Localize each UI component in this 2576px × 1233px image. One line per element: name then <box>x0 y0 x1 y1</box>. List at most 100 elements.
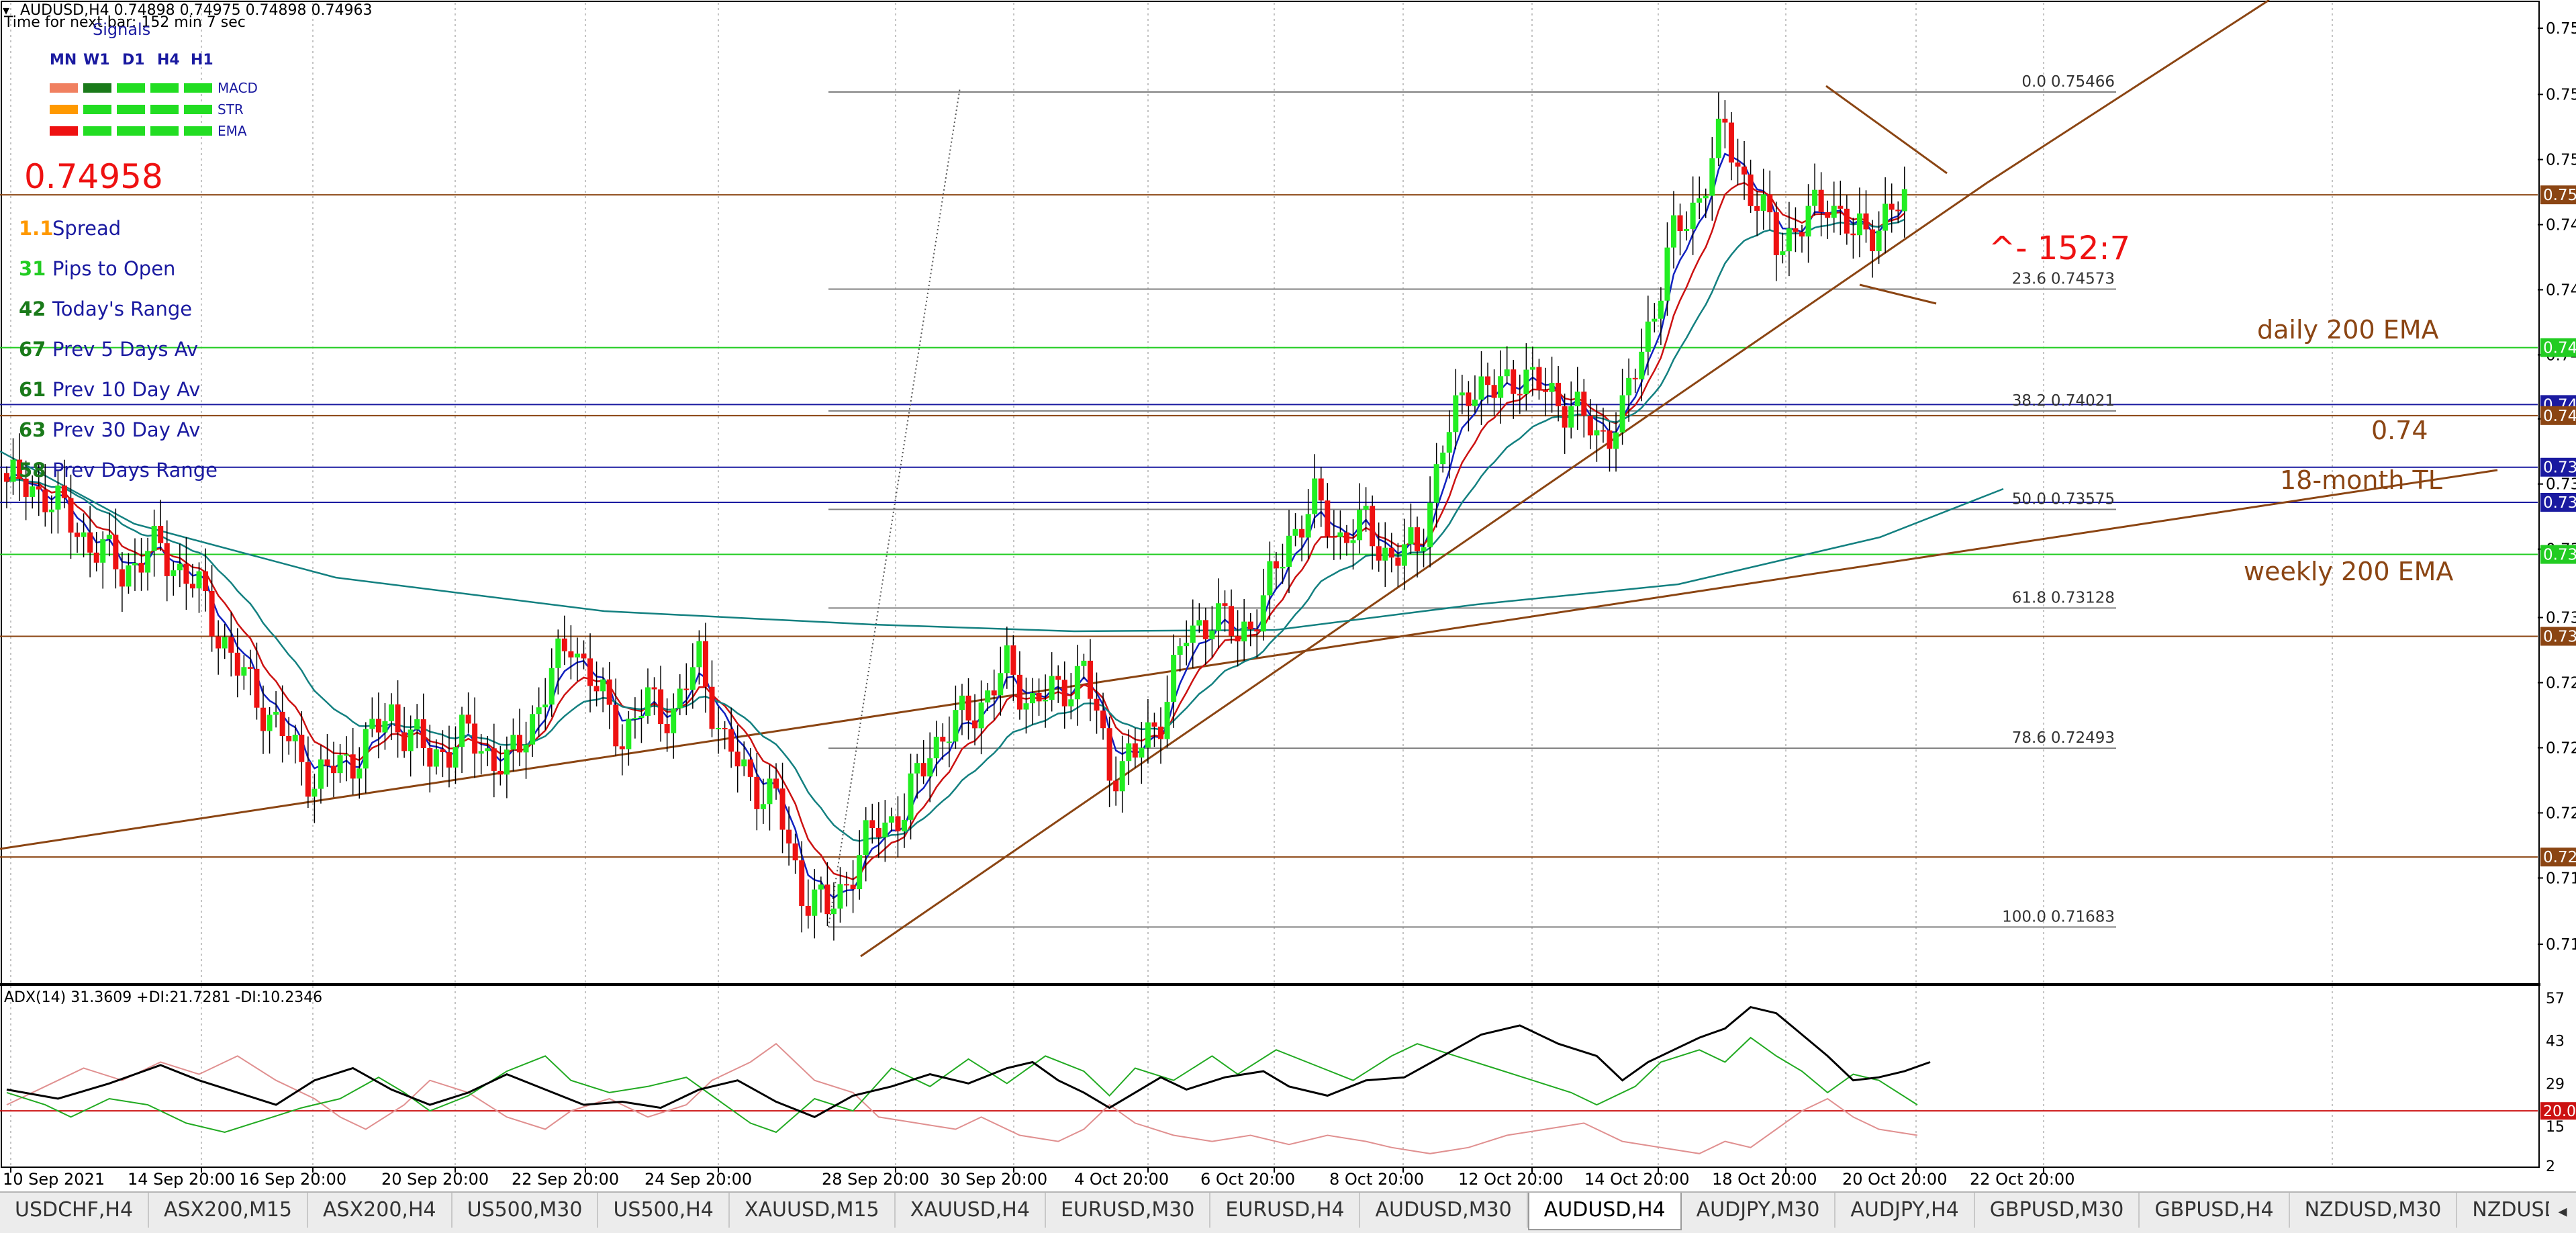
tab-us500-h4[interactable]: US500,H4 <box>598 1193 730 1228</box>
candle-body <box>786 829 792 843</box>
tab-scroll-left-icon[interactable]: ◂ <box>2549 1193 2576 1230</box>
candle-body <box>1229 606 1235 637</box>
level-badge-text: 0.73766 <box>2543 459 2576 477</box>
candle-body <box>1760 194 1766 211</box>
adx-level-badge-text: 20.0000 <box>2543 1103 2576 1120</box>
candle-body <box>1126 743 1132 762</box>
tab-audjpy-m30[interactable]: AUDJPY,M30 <box>1682 1193 1836 1228</box>
candle-body <box>716 727 722 729</box>
candle-body <box>145 551 151 573</box>
tab-eurusd-m30[interactable]: EURUSD,M30 <box>1046 1193 1211 1228</box>
candle-body <box>914 763 920 774</box>
candle-body <box>1709 158 1715 196</box>
candle-body <box>55 485 61 510</box>
signal-timeframe-label: W1 <box>83 52 110 68</box>
candle-body <box>888 816 894 823</box>
fib-ratio-label: 0.0 <box>2021 73 2046 91</box>
candle-body <box>1305 514 1311 538</box>
price-chart[interactable]: 0.0 0.75466 23.6 0.74573 38.2 0.74021 50.0 0.73… <box>0 0 2576 1191</box>
candle-body <box>1652 318 1658 322</box>
candle-body <box>1318 478 1324 501</box>
candle-body <box>465 715 471 724</box>
trend-lines[interactable] <box>0 0 2498 958</box>
stat-value: 61 <box>19 378 46 401</box>
candle-body <box>138 563 144 573</box>
signal-cell <box>50 83 78 93</box>
candle-body <box>1196 620 1202 626</box>
candle-body <box>1478 376 1484 400</box>
tab-nzdusd-m30[interactable]: NZDUSD,M30 <box>2290 1193 2458 1228</box>
candle-body <box>1466 392 1472 406</box>
countdown-annotation: ^- 152:7 <box>1989 230 2130 267</box>
candle-body <box>30 486 36 497</box>
candle-body <box>1773 212 1779 255</box>
tab-us500-m30[interactable]: US500,M30 <box>452 1193 599 1228</box>
candle-body <box>933 737 939 759</box>
candle-body <box>824 884 830 915</box>
stat-label: Prev Days Range <box>52 459 218 482</box>
candle-body <box>1504 369 1510 377</box>
tab-xauusd-h4[interactable]: XAUUSD,H4 <box>896 1193 1046 1228</box>
candle-body <box>1805 205 1811 237</box>
candle-body <box>1485 376 1491 385</box>
candle-body <box>1299 529 1305 538</box>
tab-eurusd-h4[interactable]: EURUSD,H4 <box>1210 1193 1361 1228</box>
candle-body <box>1421 547 1427 551</box>
adx-axis-label: 15 <box>2546 1119 2565 1136</box>
candle-body <box>81 532 87 537</box>
tab-asx200-m15[interactable]: ASX200,M15 <box>149 1193 309 1228</box>
candle-body <box>452 747 459 768</box>
stat-label: Pips to Open <box>52 257 175 280</box>
tab-audusd-h4[interactable]: AUDUSD,H4 <box>1527 1193 1682 1230</box>
candle-body <box>1132 743 1138 758</box>
candle-body <box>709 686 715 729</box>
trend-line[interactable] <box>860 181 1988 958</box>
price-axis-label: 0.72495 <box>2546 739 2576 757</box>
candle-body <box>228 637 234 653</box>
next-bar-timer: Time for next bar: 152 min 7 sec <box>3 14 246 31</box>
fibonacci-retracement[interactable]: 0.0 0.75466 23.6 0.74573 38.2 0.74021 50.0 0.73… <box>828 73 2116 928</box>
candle-body <box>728 729 734 752</box>
candle-body <box>1856 213 1862 236</box>
candle-body <box>1600 430 1606 432</box>
signal-cell <box>83 105 111 114</box>
trend-line[interactable] <box>1825 85 1948 175</box>
candle-body <box>517 735 522 753</box>
price-axis-label: 0.71905 <box>2546 870 2576 887</box>
current-price: 0.74958 <box>24 157 163 196</box>
candle-body <box>857 855 863 890</box>
candle-body <box>734 751 741 767</box>
adx-level-badge <box>2540 1102 2576 1120</box>
candle-body <box>651 687 657 690</box>
candle-body <box>273 711 279 715</box>
tab-gbpusd-h4[interactable]: GBPUSD,H4 <box>2140 1193 2290 1228</box>
adx-axis-label: 2 <box>2546 1158 2555 1175</box>
level-badge <box>2540 627 2576 646</box>
candle-body <box>1498 376 1504 398</box>
chart-collapse-icon[interactable]: ▾ <box>3 2 9 18</box>
tab-gbpusd-m30[interactable]: GBPUSD,M30 <box>1975 1193 2140 1228</box>
candle-body <box>1202 620 1208 639</box>
tab-audusd-m30[interactable]: AUDUSD,M30 <box>1360 1193 1528 1228</box>
tab-asx200-h4[interactable]: ASX200,H4 <box>308 1193 452 1228</box>
candle-body <box>234 652 240 676</box>
trend-line[interactable] <box>1859 283 1937 305</box>
candle-body <box>850 884 856 890</box>
candle-body <box>875 828 881 837</box>
time-axis-label: 14 Sep 20:00 <box>128 1170 235 1189</box>
candle-body <box>946 741 952 743</box>
tab-xauusd-m15[interactable]: XAUUSD,M15 <box>730 1193 896 1228</box>
candle-body <box>414 719 420 730</box>
tab-usdchf-h4[interactable]: USDCHF,H4 <box>0 1193 150 1228</box>
tab-audjpy-h4[interactable]: AUDJPY,H4 <box>1835 1193 1975 1228</box>
candle-body <box>1568 406 1574 428</box>
candle-body <box>1639 351 1645 379</box>
signal-cell <box>150 126 179 136</box>
signal-cell <box>50 105 78 114</box>
candle-body <box>568 651 574 657</box>
candle-body <box>36 486 42 490</box>
candle-body <box>844 884 850 886</box>
candle-body <box>1754 205 1760 211</box>
trend-line[interactable] <box>1987 0 2270 184</box>
time-axis-label: 8 Oct 20:00 <box>1329 1170 1424 1189</box>
